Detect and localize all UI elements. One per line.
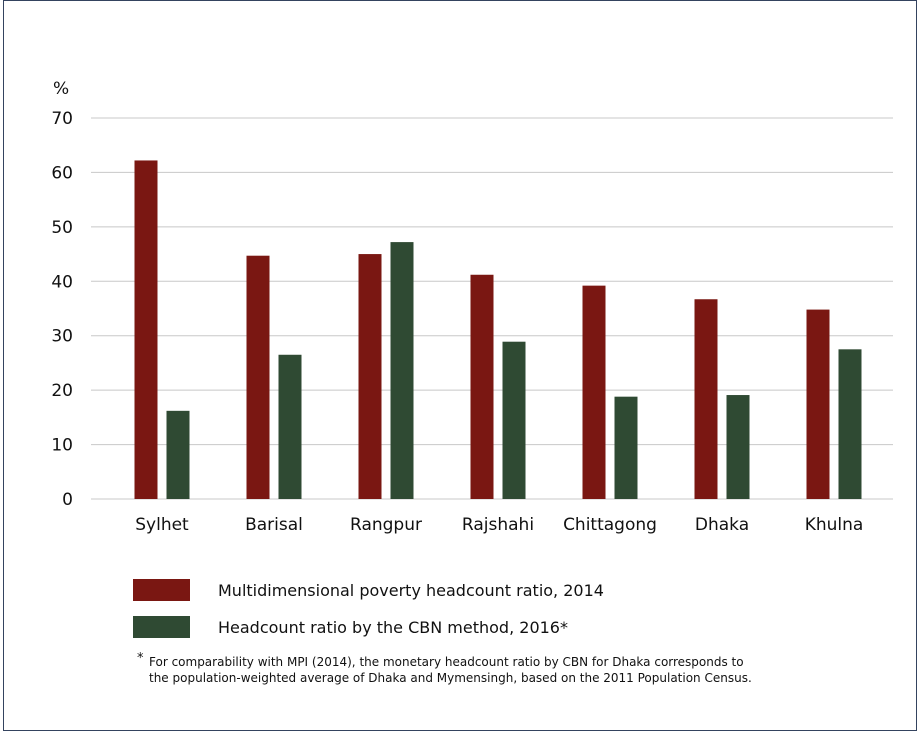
x-tick-label: Rajshahi (462, 515, 534, 535)
legend-item-series2: Headcount ratio by the CBN method, 2016* (133, 616, 893, 640)
bar-series2-sylhet (166, 410, 190, 499)
bar-chart: 0 10 20 30 40 50 60 70 % Sylhet Barisal Rangpur Ra… (51, 79, 893, 535)
bar-series1-barisal (246, 255, 270, 499)
y-axis-ticks: 0 10 20 30 40 50 60 70 (51, 109, 73, 510)
y-tick-label: 0 (62, 490, 73, 510)
x-tick-label: Khulna (805, 515, 864, 535)
footnote-asterisk: * (137, 651, 144, 666)
legend-swatch-series2 (133, 616, 190, 638)
bars (134, 160, 862, 499)
bar-series1-khulna (806, 309, 830, 499)
legend-item-series1: Multidimensional poverty headcount ratio… (133, 579, 893, 603)
y-tick-label: 30 (51, 327, 73, 347)
footnote: * For comparability with MPI (2014), the… (137, 651, 897, 686)
bar-series1-chittagong (582, 285, 606, 499)
bar-series1-sylhet (134, 160, 158, 499)
y-tick-label: 40 (51, 272, 73, 292)
y-tick-label: 60 (51, 163, 73, 183)
bar-series2-barisal (278, 354, 302, 499)
y-tick-label: 10 (51, 436, 73, 456)
y-axis-unit-label: % (53, 79, 69, 99)
bar-series1-dhaka (694, 299, 718, 499)
x-tick-label: Barisal (245, 515, 303, 535)
bar-series2-dhaka (726, 395, 750, 499)
x-tick-label: Chittagong (563, 515, 657, 535)
bar-series2-rajshahi (502, 341, 526, 499)
legend-swatch-series1 (133, 579, 190, 601)
chart-frame (3, 0, 917, 731)
gridlines (91, 117, 893, 500)
y-tick-label: 70 (51, 109, 73, 129)
footnote-line-2: the population-weighted average of Dhaka… (149, 671, 752, 685)
x-tick-label: Sylhet (135, 515, 189, 535)
y-tick-label: 50 (51, 218, 73, 238)
y-tick-label: 20 (51, 381, 73, 401)
bar-series2-rangpur (390, 242, 414, 499)
x-tick-label: Dhaka (695, 515, 749, 535)
bar-series2-khulna (838, 349, 862, 499)
x-axis-labels: Sylhet Barisal Rangpur Rajshahi Chittagong Dh… (135, 515, 863, 535)
legend-label-series2: Headcount ratio by the CBN method, 2016* (218, 618, 568, 637)
bar-series1-rangpur (358, 254, 382, 499)
bar-series2-chittagong (614, 396, 638, 499)
footnote-line-1: For comparability with MPI (2014), the m… (149, 655, 744, 669)
legend-label-series1: Multidimensional poverty headcount ratio… (218, 581, 604, 600)
x-tick-label: Rangpur (350, 515, 422, 535)
bar-series1-rajshahi (470, 274, 494, 499)
